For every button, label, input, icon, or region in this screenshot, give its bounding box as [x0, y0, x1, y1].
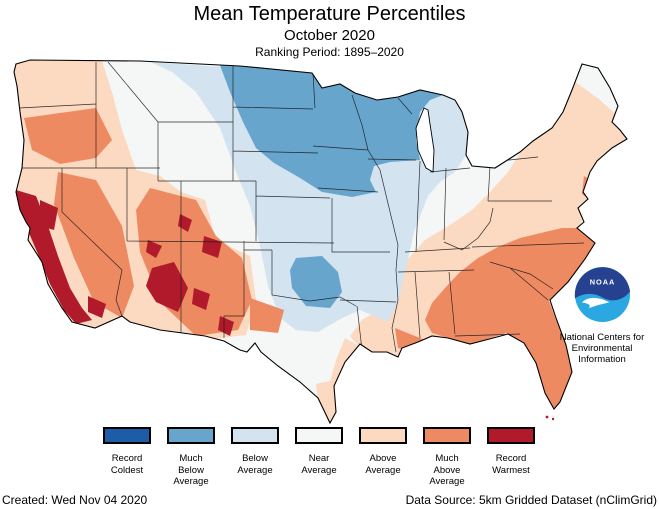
region-east-coast-south [350, 78, 627, 410]
region-new-mexico-south [218, 316, 234, 336]
region-central-oklahoma [290, 256, 342, 308]
legend-label: Much Above Average [429, 453, 465, 487]
legend-swatch-record-coldest [103, 427, 151, 444]
legend-item-near: Near Average [295, 427, 343, 488]
legend-item-below: Below Average [231, 427, 279, 488]
state-borders [15, 61, 585, 353]
legend-swatch-near [295, 427, 343, 444]
legend-item-much-above: Much Above Average [423, 427, 471, 488]
noaa-org-name: National Centers for Environmental Infor… [559, 332, 645, 365]
region-new-mexico-center [192, 288, 210, 310]
region-texas-south-tip [316, 380, 338, 423]
region-upper-midwest [218, 60, 443, 197]
legend-label: Record Coldest [110, 453, 144, 476]
noaa-logo-block: NOAA National Centers for Environmental … [546, 266, 658, 365]
legend-swatch-record-warmest [487, 427, 535, 444]
data-source: Data Source: 5km Gridded Dataset (nClimG… [405, 493, 657, 507]
legend-swatch-below [231, 427, 279, 444]
region-utah-southeast [178, 214, 192, 232]
legend-label: Below Average [237, 453, 273, 476]
noaa-logo-bird [581, 297, 609, 309]
region-southern-california [88, 296, 106, 318]
lake-michigan [415, 107, 435, 173]
page-subtitle: October 2020 [284, 27, 375, 44]
legend-swatch-above [359, 427, 407, 444]
title-block: Mean Temperature Percentiles October 202… [0, 3, 659, 59]
legend-label: Much Below Average [173, 453, 209, 487]
page-title: Mean Temperature Percentiles [193, 3, 466, 25]
legend-item-much-below: Much Below Average [167, 427, 215, 488]
noaa-logo-icon: NOAA [574, 266, 630, 323]
region-west-texas [250, 298, 284, 333]
florida-keys-dots [545, 415, 555, 421]
legend-item-above: Above Average [359, 427, 407, 488]
legend-label: Near Average [301, 453, 337, 476]
legend-swatch-much-below [167, 427, 215, 444]
noaa-logo-sky [574, 267, 630, 301]
legend-label: Above Average [365, 453, 401, 476]
region-arizona-north [146, 240, 162, 258]
noaa-logo-text: NOAA [589, 278, 615, 287]
legend-item-record-warmest: Record Warmest [487, 427, 535, 488]
legend-label: Record Warmest [492, 453, 530, 476]
created-date: Created: Wed Nov 04 2020 [2, 493, 148, 507]
ranking-period: Ranking Period: 1895–2020 [255, 45, 404, 59]
region-california-nevada-interior [54, 172, 134, 318]
legend-item-record-coldest: Record Coldest [103, 427, 151, 488]
region-california-coast [16, 190, 92, 324]
region-southeast-florida [425, 228, 595, 408]
region-arizona-center [146, 262, 188, 312]
legend-swatch-much-above [423, 427, 471, 444]
region-oregon-idaho [24, 108, 112, 164]
us-outline [13, 59, 628, 425]
legend: Record Coldest Much Below Average Below Aver… [103, 427, 535, 488]
region-california-valley [40, 200, 58, 230]
